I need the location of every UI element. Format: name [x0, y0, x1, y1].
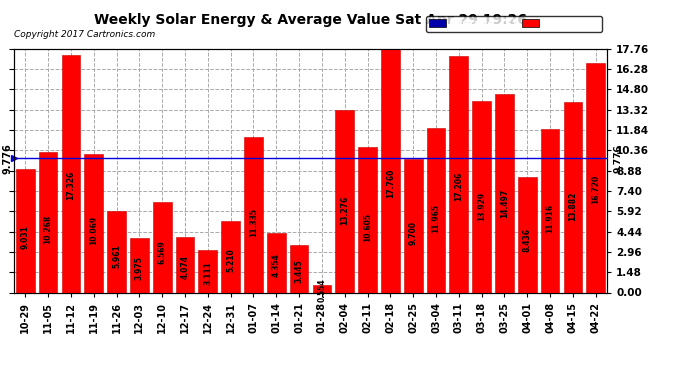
- Title: Weekly Solar Energy & Average Value Sat Apr 29 19:26: Weekly Solar Energy & Average Value Sat …: [94, 13, 527, 27]
- Bar: [404, 159, 422, 292]
- Text: 3.975: 3.975: [135, 256, 144, 280]
- Text: 9.700: 9.700: [408, 220, 417, 245]
- Text: 4.354: 4.354: [272, 254, 281, 278]
- Bar: [564, 102, 582, 292]
- Bar: [586, 63, 605, 292]
- Text: 9.776: 9.776: [613, 144, 622, 173]
- Bar: [426, 128, 445, 292]
- Text: 10.069: 10.069: [89, 216, 98, 245]
- Text: 0.554: 0.554: [317, 278, 326, 302]
- Bar: [335, 110, 354, 292]
- Text: Copyright 2017 Cartronics.com: Copyright 2017 Cartronics.com: [14, 30, 155, 39]
- Text: 10.268: 10.268: [43, 214, 52, 244]
- Bar: [221, 221, 240, 292]
- Text: 13.929: 13.929: [477, 192, 486, 221]
- Text: 11.335: 11.335: [249, 208, 258, 237]
- Bar: [152, 202, 172, 292]
- Text: 9.776: 9.776: [3, 143, 12, 174]
- Bar: [107, 211, 126, 292]
- Text: 5.210: 5.210: [226, 249, 235, 272]
- Bar: [244, 137, 263, 292]
- Text: 11.965: 11.965: [431, 204, 440, 233]
- Bar: [473, 101, 491, 292]
- Text: 3.111: 3.111: [204, 261, 213, 285]
- Bar: [290, 245, 308, 292]
- Bar: [313, 285, 331, 292]
- Bar: [199, 250, 217, 292]
- Text: 13.882: 13.882: [569, 192, 578, 222]
- Bar: [176, 237, 195, 292]
- Text: 9.031: 9.031: [21, 225, 30, 249]
- Bar: [495, 93, 514, 292]
- Text: 4.074: 4.074: [181, 255, 190, 279]
- Bar: [84, 154, 103, 292]
- Bar: [541, 129, 560, 292]
- Text: 17.206: 17.206: [454, 172, 464, 201]
- Text: 11.916: 11.916: [546, 204, 555, 234]
- Text: 6.569: 6.569: [157, 240, 167, 264]
- Text: 17.326: 17.326: [66, 171, 75, 200]
- Bar: [267, 233, 286, 292]
- Bar: [449, 56, 469, 292]
- Bar: [39, 152, 57, 292]
- Text: 14.497: 14.497: [500, 188, 509, 218]
- Bar: [518, 177, 537, 292]
- Text: 5.961: 5.961: [112, 244, 121, 267]
- Bar: [130, 238, 148, 292]
- Text: 13.276: 13.276: [340, 196, 349, 225]
- Bar: [358, 147, 377, 292]
- Bar: [381, 49, 400, 292]
- Bar: [61, 55, 80, 292]
- Text: 3.445: 3.445: [295, 260, 304, 283]
- Bar: [16, 168, 34, 292]
- Legend: Average  ($), Daily    ($): Average ($), Daily ($): [426, 16, 602, 32]
- Text: 17.760: 17.760: [386, 168, 395, 198]
- Text: 8.436: 8.436: [523, 228, 532, 252]
- Text: 10.605: 10.605: [363, 213, 372, 242]
- Text: 16.720: 16.720: [591, 175, 600, 204]
